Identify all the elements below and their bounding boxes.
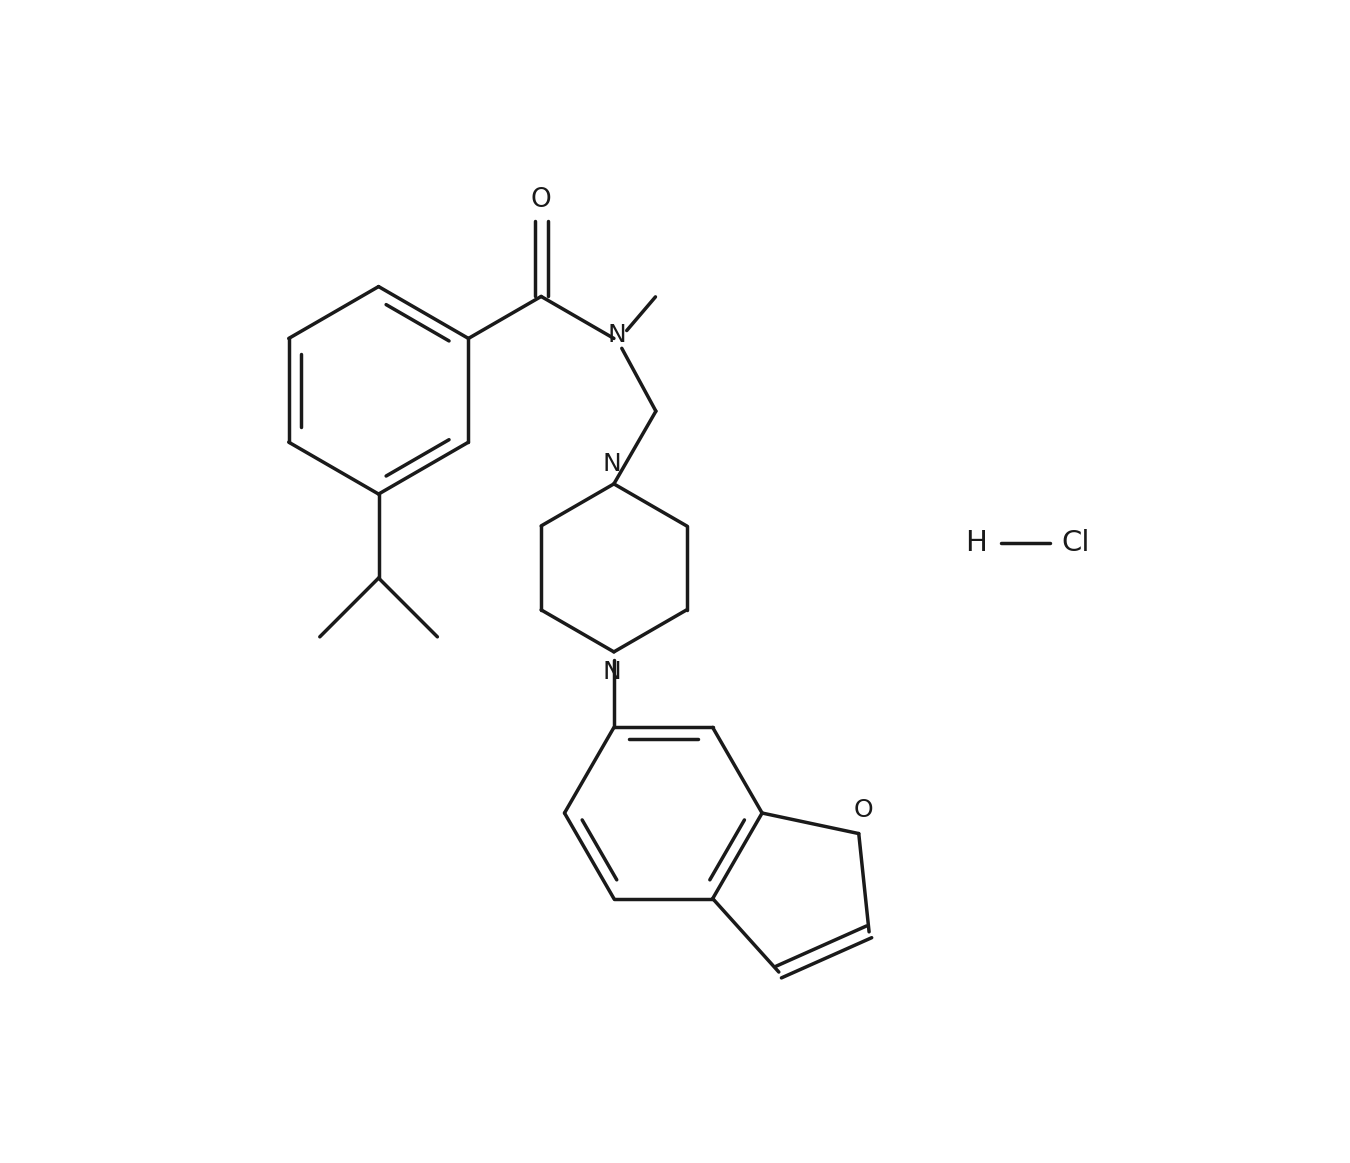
Text: Cl: Cl	[1061, 529, 1089, 557]
Text: N: N	[602, 452, 621, 476]
Text: N: N	[608, 323, 626, 348]
Text: O: O	[531, 187, 552, 213]
Text: H: H	[965, 529, 987, 557]
Text: N: N	[602, 659, 621, 684]
Text: O: O	[855, 798, 873, 822]
